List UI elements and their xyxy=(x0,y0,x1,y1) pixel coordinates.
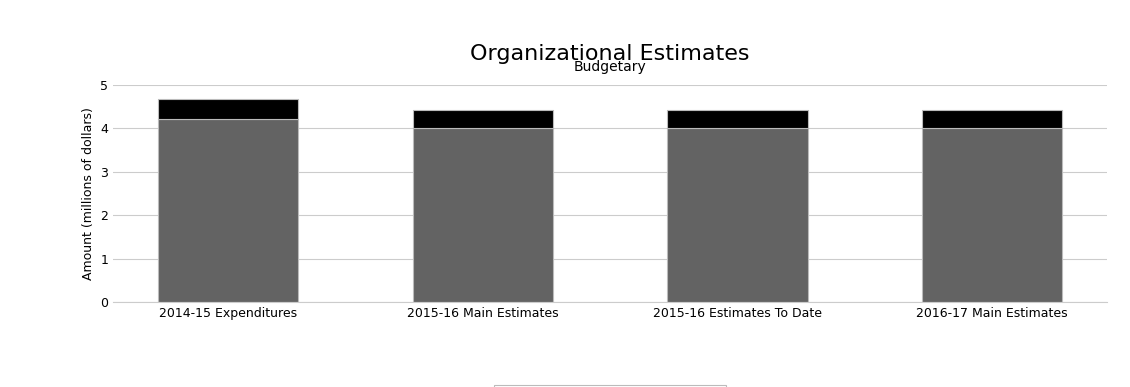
Bar xyxy=(412,128,553,302)
Y-axis label: Amount (millions of dollars): Amount (millions of dollars) xyxy=(81,107,95,280)
Bar xyxy=(922,110,1062,128)
Text: Budgetary: Budgetary xyxy=(574,60,646,74)
Bar xyxy=(158,119,298,302)
Bar xyxy=(668,110,808,128)
Bar xyxy=(158,99,298,119)
Legend: Total Statutory, Voted: Total Statutory, Voted xyxy=(494,385,727,387)
Bar xyxy=(922,128,1062,302)
Title: Organizational Estimates: Organizational Estimates xyxy=(470,44,750,64)
Bar xyxy=(668,128,808,302)
Bar xyxy=(412,110,553,128)
